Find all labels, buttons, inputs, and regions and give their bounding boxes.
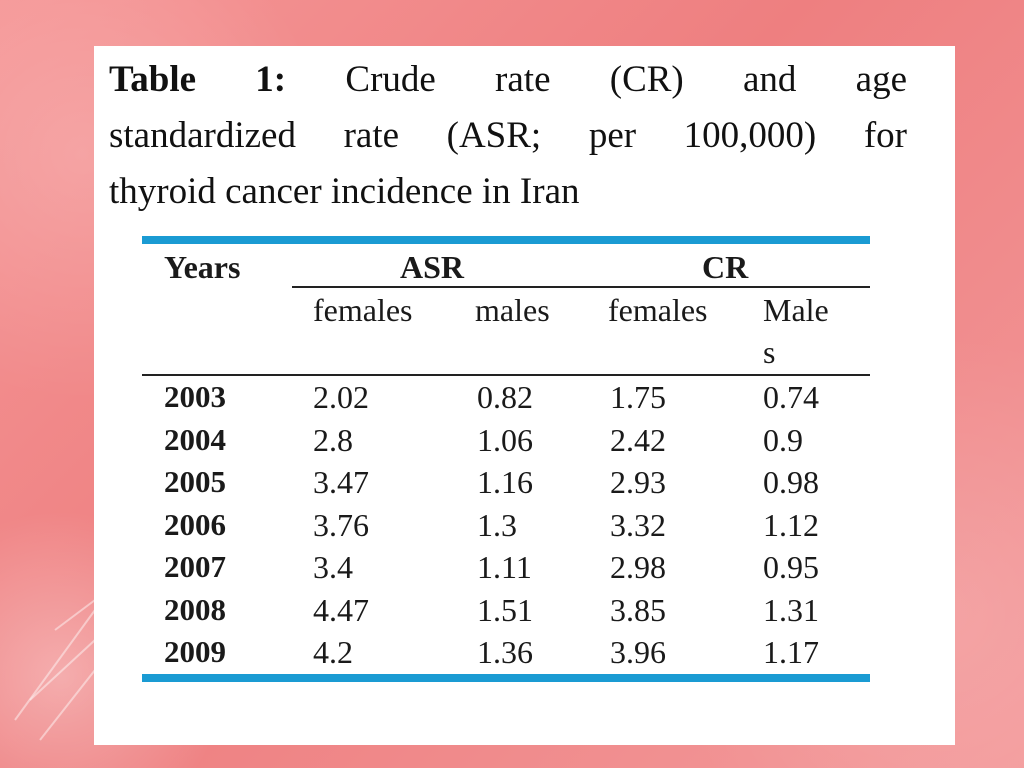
caption-line-3: thyroid cancer incidence in Iran [109,171,580,212]
header-years: Years [164,249,241,285]
slide-content-card: Table 1: Crude rate (CR) and age standar… [94,46,955,745]
header-group-rule [292,286,870,288]
cell-asr-females: 4.2 [313,634,353,670]
cell-asr-males: 1.11 [477,549,532,585]
cell-asr-males: 0.82 [477,379,533,415]
table-caption: Table 1: Crude rate (CR) and age standar… [109,52,907,220]
cell-year: 2007 [164,549,226,584]
cell-asr-females: 4.47 [313,591,369,628]
cell-cr-males: 1.31 [763,591,819,628]
cell-cr-females: 2.42 [610,421,666,458]
cell-asr-males: 1.3 [477,506,517,543]
header-cr-males-line1: Male [763,292,829,328]
cell-year: 2008 [164,591,226,627]
header-cr: CR [702,249,749,285]
cell-year: 2006 [164,506,226,542]
cell-cr-males: 0.95 [763,549,819,585]
table-top-rule [142,236,870,244]
cell-cr-males: 1.17 [763,634,819,670]
cell-cr-females: 1.75 [610,379,666,415]
cell-year: 2003 [164,379,226,414]
header-cr-females: females [608,292,708,328]
cell-cr-females: 2.98 [610,549,666,585]
cell-cr-females: 3.85 [610,591,666,628]
caption-line-2: standardized rate (ASR; per 100,000) for [109,115,907,156]
cell-asr-females: 2.02 [313,379,369,415]
cell-year: 2004 [164,421,226,457]
table-bottom-rule [142,674,870,682]
cell-cr-females: 2.93 [610,464,666,500]
cell-asr-females: 3.47 [313,464,369,500]
header-bottom-rule [142,374,870,376]
caption-label: Table 1: [109,59,287,100]
cell-asr-females: 2.8 [313,421,353,458]
cell-asr-males: 1.51 [477,591,533,628]
cell-asr-males: 1.16 [477,464,533,500]
cell-asr-females: 3.4 [313,549,353,585]
cell-cr-males: 0.98 [763,464,819,500]
cell-asr-females: 3.76 [313,506,369,543]
header-asr-males: males [475,292,550,328]
cell-asr-males: 1.36 [477,634,533,670]
cell-cr-females: 3.96 [610,634,666,670]
cell-year: 2009 [164,634,226,669]
cell-year: 2005 [164,464,226,499]
header-asr-females: females [313,292,413,328]
header-asr: ASR [400,249,465,285]
caption-line-1-text: Crude rate (CR) and age [345,59,908,100]
cell-cr-males: 1.12 [763,506,819,543]
cell-cr-females: 3.32 [610,506,666,543]
cell-cr-males: 0.9 [763,421,803,458]
caption-line-1: Table 1: Crude rate (CR) and age [109,52,907,108]
header-cr-males-line2: s [763,334,776,370]
cell-asr-males: 1.06 [477,421,533,458]
cell-cr-males: 0.74 [763,379,819,415]
